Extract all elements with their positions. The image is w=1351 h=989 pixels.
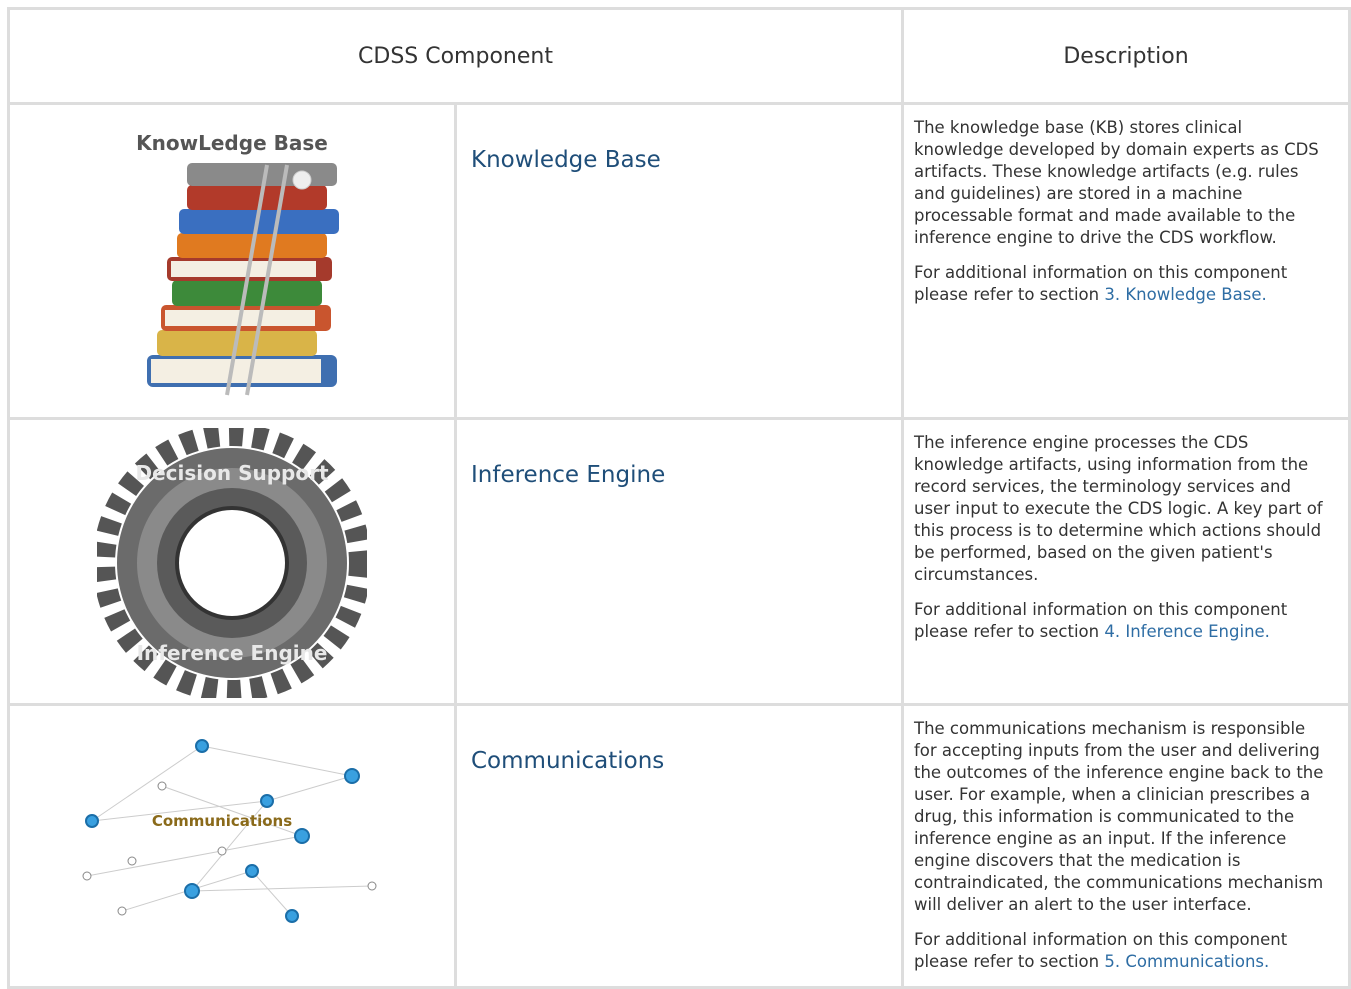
row: Decision Support Inference Engine Infere… xyxy=(7,417,1351,706)
header-cell: CDSS Component xyxy=(7,7,904,105)
image-cell: Communications xyxy=(7,703,457,989)
reference: For additional information on this compo… xyxy=(914,262,1324,306)
page: CDSS Component Description KnowLedg xyxy=(7,7,1351,989)
gear-illustration: Decision Support Inference Engine xyxy=(93,424,371,702)
image-text: Inference Engine xyxy=(137,641,328,665)
description-cell: The knowledge base (KB) stores clinical … xyxy=(901,102,1351,420)
description: The inference engine processes the CDS k… xyxy=(914,433,1323,584)
reference: For additional information on this compo… xyxy=(914,929,1324,973)
component-name: Knowledge Base xyxy=(454,102,904,420)
reference-text: For additional information on this compo… xyxy=(914,263,1288,304)
image-text: Communications xyxy=(152,812,292,830)
row: KnowLedge Base Knowledge Base The knowle… xyxy=(7,102,1351,420)
reference: For additional information on this compo… xyxy=(914,599,1324,643)
description: The communications mechanism is responsi… xyxy=(914,719,1324,914)
section-link[interactable]: 5. Communications. xyxy=(1104,952,1270,971)
network-illustration: Communications xyxy=(82,739,377,923)
image-text: KnowLedge Base xyxy=(136,131,328,155)
header-cell: Description xyxy=(901,7,1351,105)
image-text: Decision Support xyxy=(135,461,328,485)
image-cell: KnowLedge Base xyxy=(7,102,457,420)
section-link[interactable]: 3. Knowledge Base. xyxy=(1104,285,1267,304)
reference-text: For additional information on this compo… xyxy=(914,600,1288,641)
image-cell: Decision Support Inference Engine xyxy=(7,417,457,706)
description-cell: The inference engine processes the CDS k… xyxy=(901,417,1351,706)
component-name: Communications xyxy=(454,703,904,989)
row: Communications Communications The commun… xyxy=(7,703,1351,989)
components-table: CDSS Component Description KnowLedg xyxy=(7,7,1351,989)
section-link[interactable]: 4. Inference Engine. xyxy=(1104,622,1270,641)
description-cell: The communications mechanism is responsi… xyxy=(901,703,1351,989)
component-name: Inference Engine xyxy=(454,417,904,706)
header-row: CDSS Component Description xyxy=(7,7,1351,105)
books-illustration: KnowLedge Base xyxy=(136,131,339,396)
description: The knowledge base (KB) stores clinical … xyxy=(914,118,1319,247)
